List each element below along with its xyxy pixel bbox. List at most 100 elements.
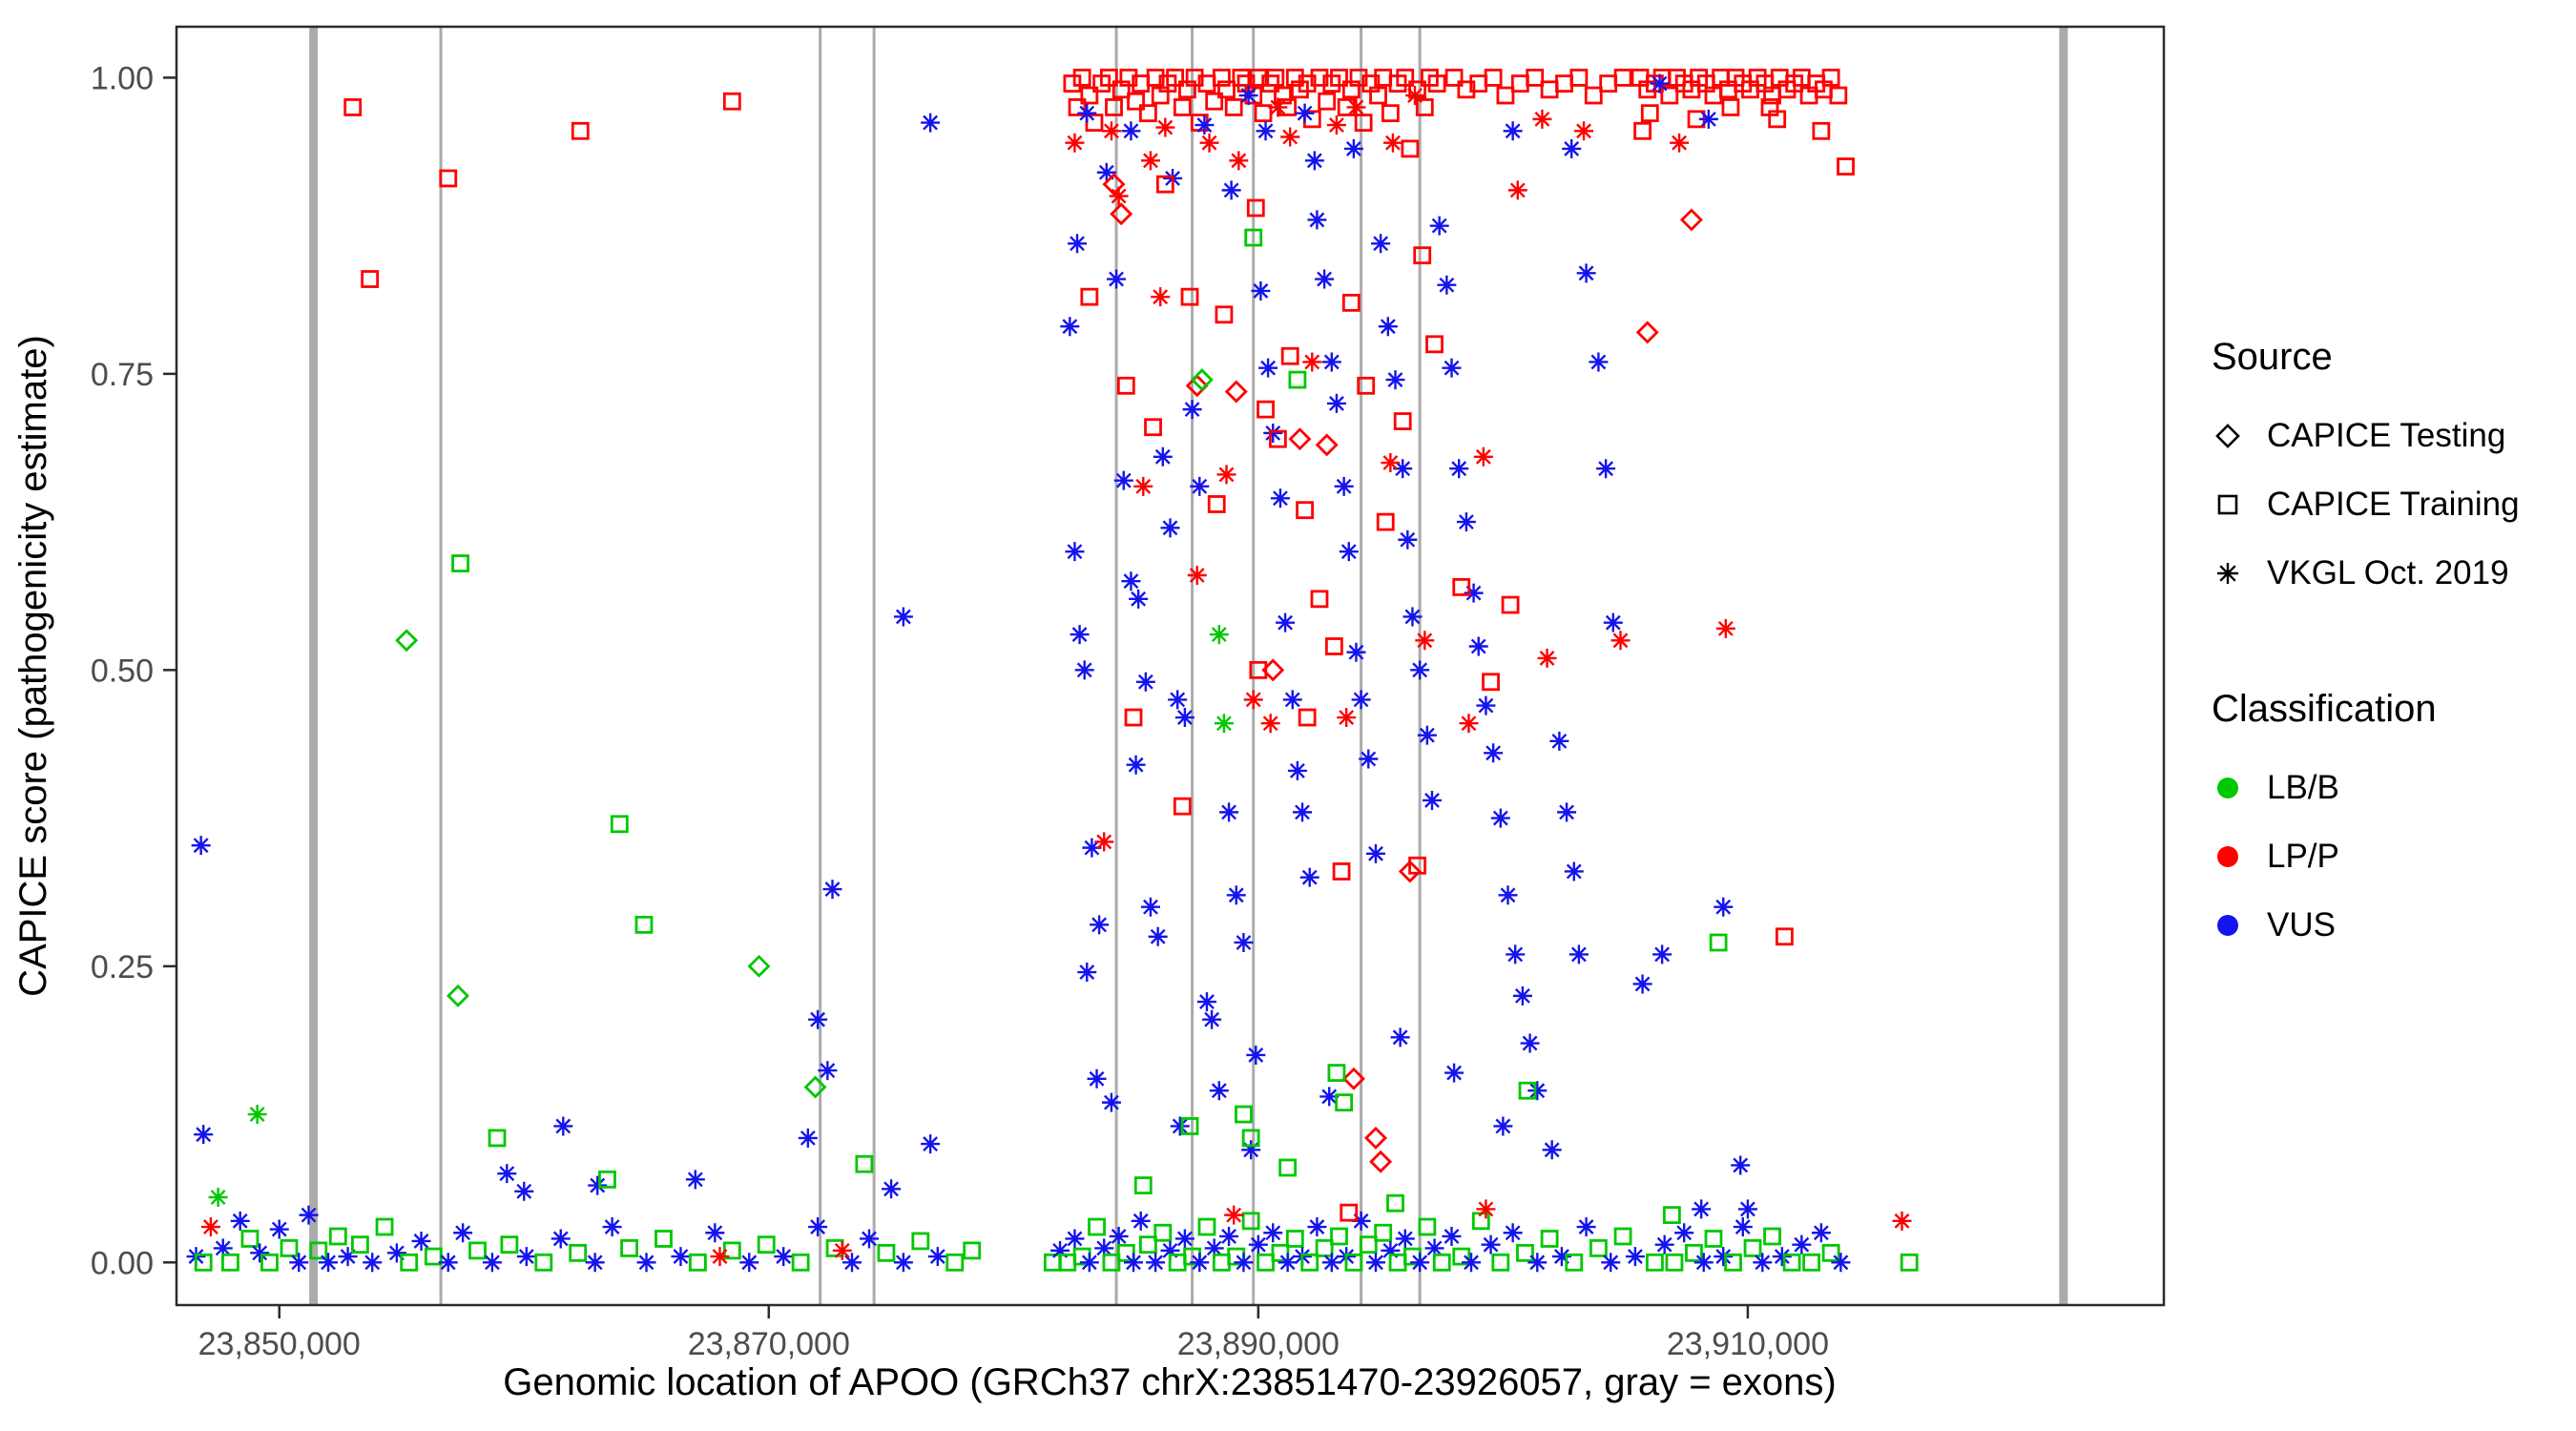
data-point-square [1173,797,1192,816]
data-point-square [911,1232,930,1251]
data-point-asterisk [1444,1063,1465,1083]
data-point-asterisk [1280,127,1300,147]
data-point-asterisk [338,1247,358,1267]
legend-source-items: CAPICE Testing CAPICE Training VKGL Oct. 2… [2212,402,2566,608]
data-point-asterisk [1204,1238,1224,1258]
data-point-asterisk [671,1247,691,1267]
data-point-asterisk [1065,542,1085,562]
data-point-asterisk [1476,695,1496,716]
data-point-square [1491,1253,1510,1272]
data-point-asterisk [1654,1234,1674,1255]
data-point-diamond [1110,202,1133,226]
data-point-square [1425,335,1444,354]
data-point-asterisk [1160,1240,1180,1260]
data-point-asterisk [1113,470,1133,490]
data-point-asterisk [1121,121,1141,141]
data-point-asterisk [1256,121,1276,141]
data-point-square [1374,1223,1393,1242]
data-point-square [221,1253,239,1272]
data-point-square [1068,98,1087,116]
data-point-asterisk [1065,133,1085,153]
data-point-asterisk [1202,1009,1222,1029]
data-point-asterisk [1542,1140,1562,1160]
data-point-asterisk [1148,926,1168,946]
data-point-square [1088,1217,1106,1236]
data-point-square [1432,1253,1451,1272]
data-point-asterisk [1405,86,1425,106]
data-point-asterisk [1737,1199,1757,1219]
data-point-square [1381,104,1400,123]
data-point-asterisk [1221,180,1241,200]
data-point-asterisk [1096,162,1116,182]
data-point-asterisk [1260,714,1280,734]
data-point-square [1327,1064,1346,1082]
data-point-square [400,1253,419,1272]
data-point-square [1482,673,1500,692]
data-point-asterisk [1359,749,1379,769]
legend-classification: Classification LB/B LP/P VUS [2212,688,2566,960]
data-point-square [1080,86,1099,105]
data-point-asterisk [1090,915,1110,935]
panel-border [175,25,2166,1307]
data-point-asterisk [1270,488,1290,508]
data-point-asterisk [1632,974,1652,994]
data-point-asterisk [1326,115,1346,135]
data-point-square [1349,69,1368,87]
data-point-square [1584,86,1603,105]
data-point-asterisk [411,1231,431,1251]
data-point-asterisk [1140,897,1160,917]
data-point-diamond [1369,1150,1393,1173]
data-point-square [1709,933,1728,952]
data-point-square [1217,80,1236,99]
data-point-asterisk [551,1229,571,1249]
legend-source: Source CAPICE Testing CAPICE Training VKGL… [2212,336,2566,608]
data-point-square [309,1241,328,1260]
data-point-square [1775,927,1794,946]
data-point-square [1457,80,1476,99]
data-point-square [1124,708,1143,727]
data-point-asterisk [1506,944,1526,964]
data-point-square [1516,1243,1534,1262]
data-point-asterisk [1241,1140,1261,1160]
data-point-asterisk [1268,97,1288,117]
data-point-square [1332,862,1351,881]
data-point-square [1310,69,1329,87]
data-point-square [1900,1253,1919,1272]
data-point-square [1821,69,1840,87]
data-point-square [468,1241,487,1260]
data-point-asterisk [269,1219,289,1239]
data-point-asterisk [1603,612,1623,633]
data-point-asterisk [1168,690,1188,710]
legend-item-lb-b: LB/B [2212,754,2566,822]
data-point-square [1330,1227,1348,1246]
data-point-asterisk [1527,1253,1548,1273]
data-point-asterisk [1892,1211,1912,1231]
data-point-asterisk [1229,151,1249,171]
x-tick-label: 23,870,000 [688,1326,850,1362]
data-point-square [1241,1212,1260,1231]
data-point-asterisk [1692,1199,1712,1219]
data-point-asterisk [1146,1253,1166,1273]
data-point-square [791,1253,810,1272]
data-point-square [1207,495,1226,513]
data-point-asterisk [1109,1226,1129,1246]
data-point-asterisk [230,1211,250,1231]
data-point-asterisk [194,1125,214,1145]
data-point-square [1396,69,1415,87]
data-point-asterisk [1170,1116,1190,1136]
data-point-asterisk [438,1253,458,1273]
data-point-square [1821,1243,1840,1262]
data-point-asterisk [1537,648,1557,668]
data-point-square [1613,69,1632,87]
data-point-square [1386,1193,1404,1213]
data-point-asterisk [921,1134,941,1154]
data-point-square [855,1154,874,1173]
data-point-asterisk [1321,1253,1341,1273]
data-point-asterisk [1715,618,1735,638]
data-point-square [1376,512,1395,531]
data-point-asterisk [1065,1229,1085,1249]
data-point-diamond [1185,374,1209,398]
data-point-square [1232,69,1251,87]
data-point-square [1212,69,1231,87]
